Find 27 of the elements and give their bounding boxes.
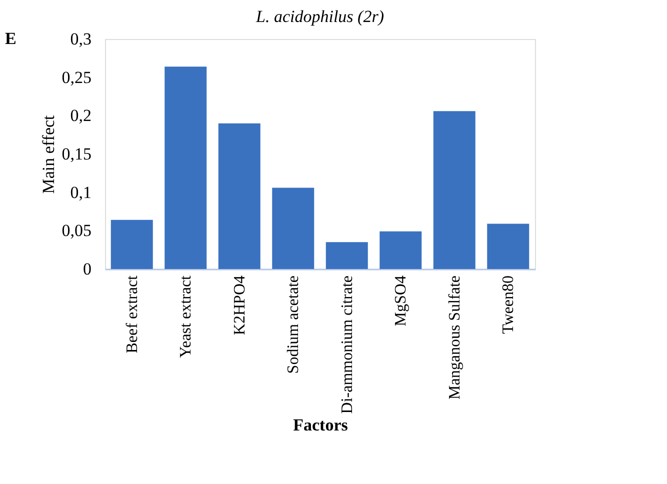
x-tick-label: Tween80 [500, 276, 518, 334]
chart-title: L. acidophilus (2r) [255, 7, 384, 26]
y-tick-label: 0,25 [62, 68, 92, 87]
x-tick-label: Sodium acetate [285, 276, 302, 374]
bar [433, 111, 476, 269]
bar [272, 188, 314, 269]
x-tick-label: Yeast extract [178, 274, 195, 358]
y-tick-label: 0,3 [70, 30, 92, 48]
x-axis-title: Factors [293, 416, 348, 435]
bar [487, 224, 530, 269]
bar [326, 242, 368, 269]
y-axis-title: Main effect [38, 114, 58, 194]
bar [164, 66, 207, 269]
y-tick-label: 0,1 [70, 182, 92, 202]
x-tick-label: Di-ammonium citrate [338, 276, 356, 414]
x-tick-label: K2HPO4 [231, 276, 248, 336]
x-tick-label: Beef extract [124, 274, 141, 354]
text: E [5, 29, 16, 48]
y-tick-label: 0 [83, 260, 92, 278]
x-tick-label: MgSO4 [392, 276, 410, 326]
y-tick-label: 0,05 [62, 221, 92, 240]
bar [218, 123, 260, 269]
y-tick-label: 0,2 [70, 106, 92, 126]
bar [110, 220, 153, 269]
x-tick-label: Manganous Sulfate [446, 276, 464, 400]
y-tick-label: 0,15 [62, 144, 92, 164]
bar [380, 231, 422, 269]
